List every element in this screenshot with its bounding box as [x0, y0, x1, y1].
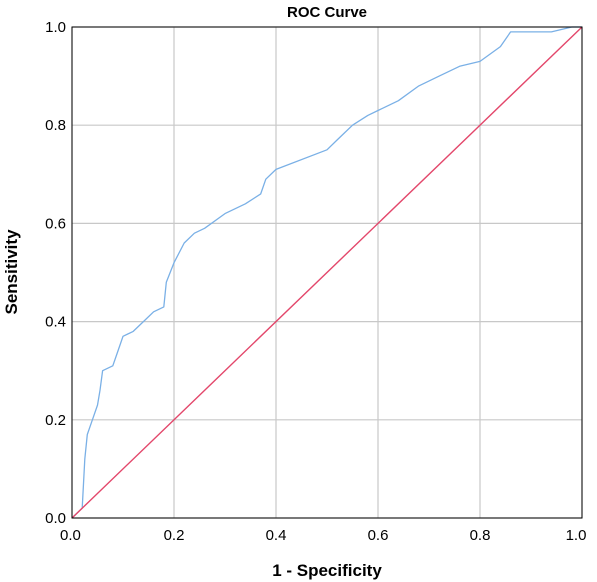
x-tick-label: 0.0 — [60, 527, 81, 544]
roc-curve-line — [71, 26, 582, 519]
y-axis-label: Sensitivity — [2, 229, 21, 315]
chart-title: ROC Curve — [287, 4, 367, 21]
x-tick-labels: 0.0 0.2 0.4 0.6 0.8 1.0 — [60, 527, 586, 544]
plot-frame — [71, 26, 583, 519]
x-tick-label: 0.2 — [164, 527, 185, 544]
y-tick-label: 0.8 — [45, 117, 66, 134]
x-tick-label: 0.4 — [266, 527, 287, 544]
reference-diagonal-line — [71, 26, 583, 519]
y-tick-label: 0.0 — [45, 510, 66, 527]
y-tick-label: 0.6 — [45, 215, 66, 232]
x-tick-label: 0.8 — [470, 527, 491, 544]
y-tick-label: 1.0 — [45, 19, 66, 36]
y-tick-label: 0.2 — [45, 412, 66, 429]
y-tick-label: 0.4 — [45, 314, 66, 331]
x-axis-label: 1 - Specificity — [272, 561, 382, 580]
x-tick-label: 0.6 — [368, 527, 389, 544]
y-tick-labels: 0.0 0.2 0.4 0.6 0.8 1.0 — [45, 19, 66, 527]
x-tick-label: 1.0 — [566, 527, 587, 544]
series-layer — [71, 26, 583, 519]
